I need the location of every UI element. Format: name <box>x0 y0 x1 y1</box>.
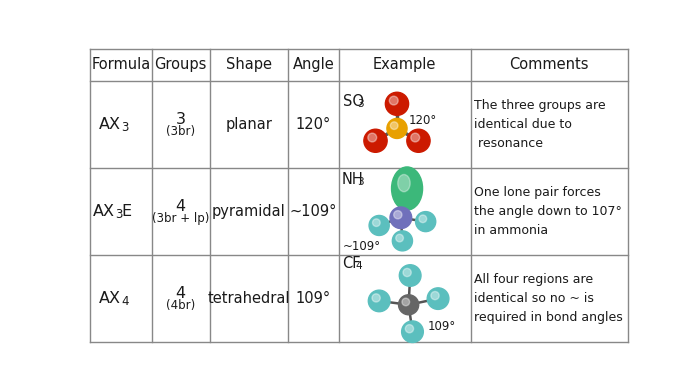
Text: Example: Example <box>373 57 436 72</box>
Circle shape <box>411 133 419 142</box>
Text: Comments: Comments <box>510 57 589 72</box>
Circle shape <box>402 298 409 306</box>
Text: 3: 3 <box>116 208 122 221</box>
Circle shape <box>395 234 403 242</box>
Text: 109°: 109° <box>428 320 456 333</box>
Circle shape <box>368 133 377 142</box>
Text: AX: AX <box>99 291 121 306</box>
Circle shape <box>407 129 430 152</box>
Text: (4br): (4br) <box>166 299 195 312</box>
Circle shape <box>386 92 409 115</box>
Circle shape <box>387 118 407 139</box>
Text: 120°: 120° <box>409 114 437 127</box>
Text: (3br + lp): (3br + lp) <box>152 212 209 225</box>
Circle shape <box>369 216 389 235</box>
Text: One lone pair forces
the angle down to 107°
in ammonia: One lone pair forces the angle down to 1… <box>475 186 622 237</box>
Text: All four regions are
identical so no ~ is
required in bond angles: All four regions are identical so no ~ i… <box>475 273 623 324</box>
Text: 4: 4 <box>176 286 186 301</box>
Circle shape <box>402 321 424 342</box>
Circle shape <box>403 269 411 277</box>
Text: 3: 3 <box>358 99 364 109</box>
Text: 3: 3 <box>176 112 186 127</box>
Text: Angle: Angle <box>293 57 334 72</box>
Text: ~109°: ~109° <box>290 204 337 219</box>
Circle shape <box>372 219 380 226</box>
Circle shape <box>416 212 435 232</box>
Text: 3: 3 <box>357 176 363 187</box>
Circle shape <box>427 288 449 309</box>
Text: AX: AX <box>92 204 115 219</box>
Circle shape <box>368 290 390 312</box>
Circle shape <box>364 129 387 152</box>
Text: (3br): (3br) <box>166 125 195 138</box>
Text: 4: 4 <box>176 199 186 214</box>
Text: NH: NH <box>342 172 364 187</box>
Text: 120°: 120° <box>295 117 331 132</box>
Circle shape <box>391 122 398 129</box>
Circle shape <box>390 207 412 229</box>
Circle shape <box>431 291 439 300</box>
Circle shape <box>419 215 427 223</box>
Circle shape <box>405 325 414 333</box>
Ellipse shape <box>391 167 423 210</box>
Text: 4: 4 <box>355 261 362 271</box>
Text: 109°: 109° <box>295 291 331 306</box>
Circle shape <box>399 265 421 286</box>
Circle shape <box>393 211 402 219</box>
Circle shape <box>389 96 398 105</box>
Text: The three groups are
identical due to
 resonance: The three groups are identical due to re… <box>475 99 606 150</box>
Text: pyramidal: pyramidal <box>212 204 286 219</box>
Text: Shape: Shape <box>226 57 272 72</box>
Text: SO: SO <box>343 94 364 109</box>
Circle shape <box>372 294 380 302</box>
Ellipse shape <box>398 175 410 192</box>
Text: CF: CF <box>342 257 360 271</box>
Text: tetrahedral: tetrahedral <box>207 291 290 306</box>
Text: ~109°: ~109° <box>343 240 381 253</box>
Text: 3: 3 <box>122 121 129 134</box>
Text: E: E <box>122 204 132 219</box>
Text: Formula: Formula <box>91 57 150 72</box>
Text: planar: planar <box>225 117 272 132</box>
Text: AX: AX <box>99 117 121 132</box>
Circle shape <box>392 231 412 251</box>
Text: 4: 4 <box>122 295 129 308</box>
Circle shape <box>398 295 419 315</box>
Text: Groups: Groups <box>155 57 207 72</box>
